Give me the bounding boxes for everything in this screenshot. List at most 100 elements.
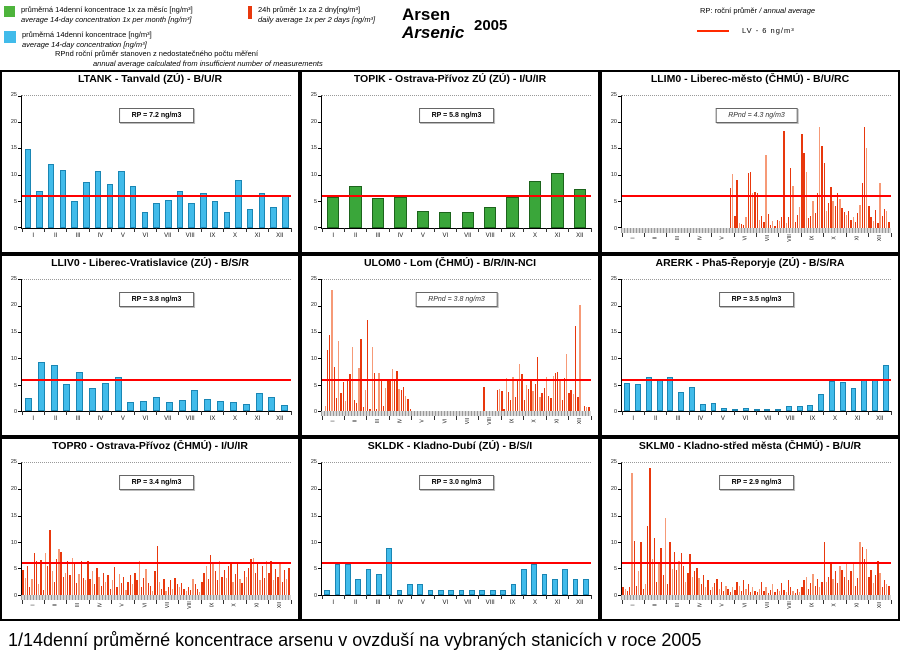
bar: [707, 580, 709, 595]
bar: [883, 209, 886, 228]
bar-slot: [798, 96, 801, 228]
bar-slot: [687, 463, 689, 595]
bar: [836, 192, 839, 228]
bar-slot: [67, 463, 69, 595]
bar: [848, 210, 850, 228]
y-tick-label: 20: [310, 302, 317, 309]
x-axis-labels: I II III IV V VI VII VIII IX X XI XII: [22, 601, 291, 609]
bar: [752, 587, 754, 595]
x-tick-label: X: [833, 416, 838, 423]
bar-slot: [588, 280, 590, 412]
y-tick-mark: [18, 121, 22, 123]
x-axis-labels: I II III IV V VI VII VIII IX X XI XII: [322, 600, 591, 606]
bar: [163, 579, 165, 595]
bar: [740, 590, 743, 595]
y-tick-mark: [18, 174, 22, 176]
bar-slot: [870, 96, 872, 228]
bar-slot: [384, 463, 394, 595]
bar-slot: [53, 463, 56, 595]
bar: [783, 131, 785, 228]
bar-slot: [38, 463, 40, 595]
bar-slot: [752, 463, 754, 595]
x-tick-label: IV: [397, 600, 404, 606]
bar-slot: [212, 463, 214, 595]
bar: [338, 340, 340, 412]
bar: [841, 207, 843, 228]
bar-slot: [105, 463, 107, 595]
bar: [810, 216, 812, 228]
legend-biweekly-cz: průměrná 14denní koncentrace [ng/m³]: [22, 30, 152, 39]
bar: [91, 571, 94, 595]
bar: [749, 172, 752, 228]
bars: [22, 463, 291, 595]
x-tick-label: III: [75, 232, 81, 239]
x-tick-label: VIII: [185, 232, 195, 239]
bar-slot: [519, 463, 529, 595]
bar-slot: [783, 280, 794, 412]
month-tick: [290, 411, 292, 416]
bar-slot: [394, 463, 404, 595]
bar: [116, 587, 118, 595]
x-tick-label: I: [30, 604, 37, 606]
bar-slot: [545, 280, 548, 412]
month-tick: [156, 227, 157, 232]
bar: [754, 191, 756, 228]
bar: [129, 575, 132, 595]
bar-slot: [512, 280, 514, 412]
bar: [62, 576, 64, 595]
bar-slot: [501, 96, 523, 228]
bar-slot: [883, 463, 886, 595]
x-tick-label: IV: [397, 418, 404, 424]
bar-slot: [203, 463, 205, 595]
bar: [658, 563, 660, 595]
bar: [531, 563, 537, 595]
bar-slot: [886, 463, 888, 595]
x-axis-labels: I II III IV V VI VII VIII IX X XI XII: [622, 416, 891, 422]
bar-slot: [830, 463, 832, 595]
bar-slot: [736, 96, 738, 228]
bar: [38, 584, 40, 595]
bar: [270, 207, 277, 228]
bar: [792, 185, 794, 228]
bar: [93, 584, 96, 595]
y-axis: 0 5 10 15 20 25: [4, 92, 20, 232]
bar: [266, 560, 268, 595]
bar-slot: [762, 280, 773, 412]
bar: [807, 218, 810, 228]
bar-slot: [658, 463, 660, 595]
bar-slot: [730, 280, 741, 412]
bar: [821, 146, 823, 228]
rp-annotation-box: RP = 3.4 ng/m3: [118, 475, 195, 491]
bar-slot: [100, 463, 102, 595]
y-axis: 0 5 10 15 20 25: [4, 276, 20, 416]
y-tick-label: 0: [13, 593, 17, 599]
bar: [790, 587, 792, 595]
bar: [50, 364, 58, 412]
bar: [69, 575, 71, 595]
month-tick: [411, 227, 413, 232]
bar: [738, 223, 740, 228]
bar-slot: [794, 463, 796, 595]
x-tick-label: IX: [209, 416, 216, 423]
bar-slot: [883, 96, 886, 228]
bar: [398, 389, 400, 412]
bar: [629, 587, 631, 595]
x-tick-label: I: [332, 600, 335, 606]
y-tick-label: 0: [313, 225, 317, 232]
bar: [868, 205, 870, 228]
bar: [496, 390, 499, 412]
bar: [29, 587, 31, 595]
bar: [861, 546, 863, 595]
month-tick: [823, 411, 825, 416]
bar-slot: [823, 463, 825, 595]
month-tick: [321, 595, 323, 599]
y-tick-label: 15: [310, 512, 317, 519]
bar: [59, 169, 67, 228]
bar: [687, 572, 689, 595]
y-tick-label: 25: [10, 459, 17, 466]
bar-slot: [253, 280, 266, 412]
bar-slot: [483, 280, 485, 412]
bar-slot: [525, 280, 528, 412]
x-tick-label: II: [53, 232, 58, 239]
bar: [841, 569, 843, 595]
